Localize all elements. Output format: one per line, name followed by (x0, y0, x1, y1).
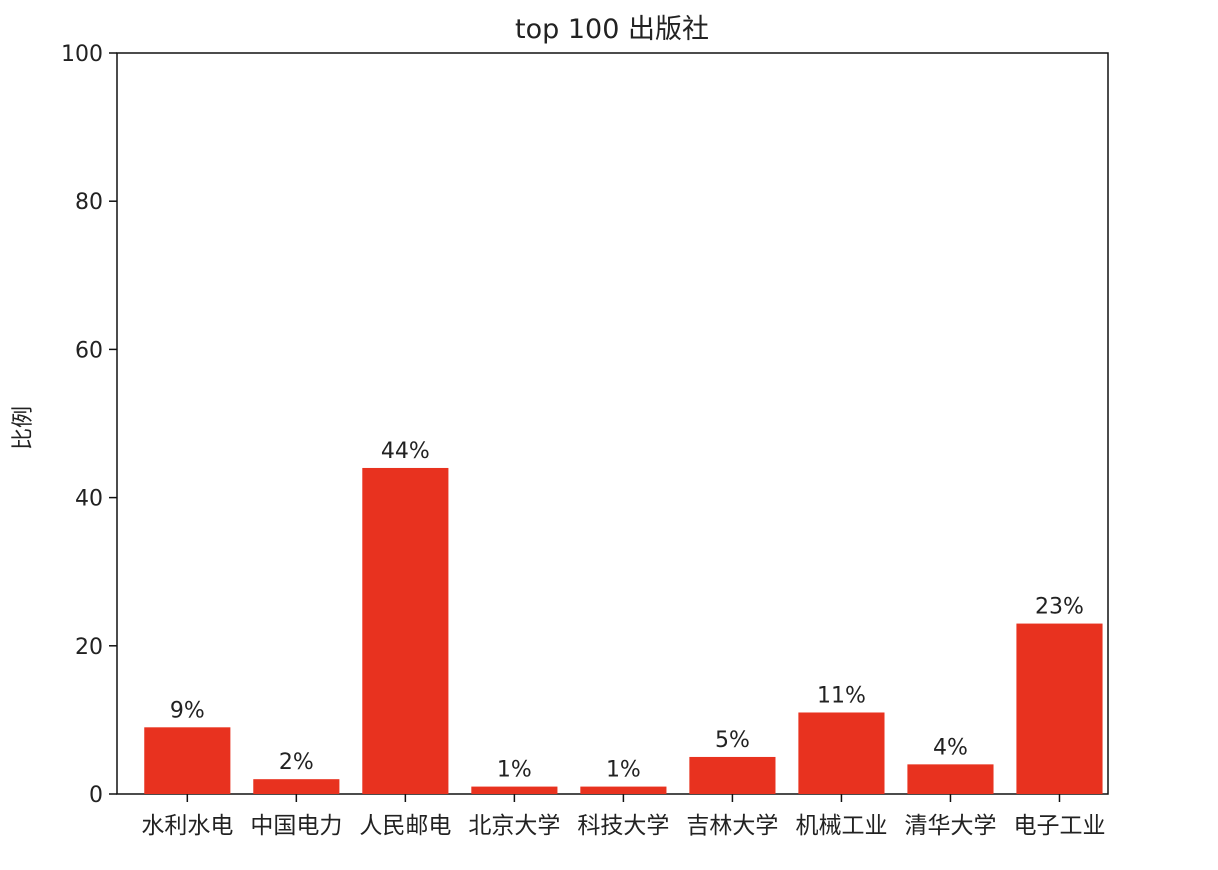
bar-value-label: 9% (170, 698, 205, 723)
bar-value-label: 44% (381, 439, 430, 464)
chart-title: top 100 出版社 (515, 14, 709, 45)
bar (689, 756, 776, 794)
bar (253, 779, 340, 794)
y-tick-label: 80 (75, 190, 103, 215)
y-tick-label: 0 (89, 783, 103, 808)
bar (471, 786, 558, 794)
bar-value-label: 1% (497, 758, 532, 783)
plot-frame (116, 52, 1109, 795)
x-tick-label: 科技大学 (577, 813, 669, 839)
bar-value-label: 23% (1035, 595, 1084, 620)
bar (798, 712, 885, 794)
y-axis: 0 20 40 60 80 100 (61, 42, 117, 808)
bar (907, 764, 994, 794)
bar (144, 727, 231, 794)
bar (580, 786, 667, 794)
y-tick-label: 60 (75, 338, 103, 363)
bar (1016, 623, 1103, 794)
x-tick-label: 水利水电 (141, 813, 233, 839)
x-tick-label: 机械工业 (795, 813, 887, 839)
bars-group (144, 467, 1103, 794)
x-axis: 水利水电 中国电力 人民邮电 北京大学 科技大学 吉林大学 机械工业 清华大学 电子工业 (141, 794, 1105, 839)
y-tick-label: 20 (75, 635, 103, 660)
bar (362, 467, 449, 794)
x-tick-label: 吉林大学 (686, 813, 778, 839)
x-tick-label: 人民邮电 (359, 813, 451, 839)
bar-value-label: 5% (715, 728, 750, 753)
x-tick-label: 电子工业 (1013, 813, 1105, 839)
bar-value-label: 2% (279, 750, 314, 775)
y-axis-label: 比例 (11, 406, 36, 450)
y-tick-label: 100 (61, 42, 103, 67)
x-tick-label: 清华大学 (904, 813, 996, 839)
x-tick-label: 北京大学 (468, 813, 560, 839)
bar-value-label: 4% (933, 735, 968, 760)
y-tick-label: 40 (75, 487, 103, 512)
x-tick-label: 中国电力 (250, 813, 342, 839)
bar-value-label: 11% (817, 683, 866, 708)
bar-value-label: 1% (606, 758, 641, 783)
bar-value-labels: 9% 2% 44% 1% 1% 5% 11% 4% 23% (170, 439, 1084, 783)
